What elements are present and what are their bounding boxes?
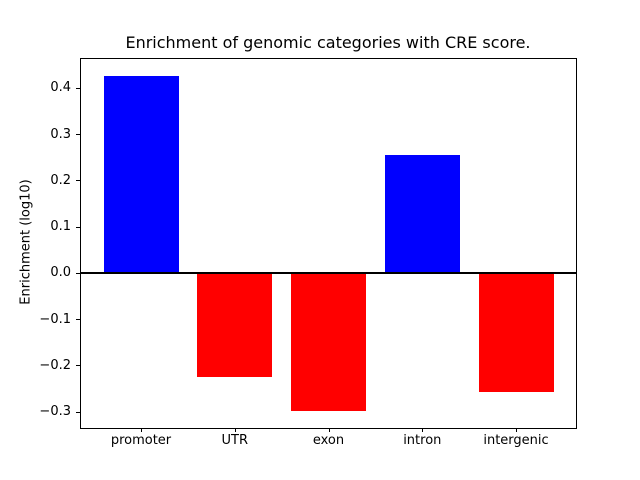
y-tick xyxy=(76,411,80,413)
y-tick xyxy=(76,134,80,135)
x-tick-label-intron: intron xyxy=(403,433,442,448)
x-tick xyxy=(422,428,424,432)
bar-intergenic xyxy=(478,273,554,393)
bar-UTR xyxy=(197,273,273,378)
y-tick-label: 0.3 xyxy=(50,126,71,142)
bar-exon xyxy=(291,273,366,412)
y-tick-label: −0.2 xyxy=(39,357,71,373)
y-tick-label: 0.1 xyxy=(50,219,71,235)
x-tick xyxy=(328,428,330,432)
x-tick-label-promoter: promoter xyxy=(110,433,172,448)
y-tick xyxy=(76,319,80,321)
y-tick xyxy=(76,272,80,274)
y-tick xyxy=(76,180,80,182)
x-tick-label-UTR: UTR xyxy=(221,433,249,448)
plot-area xyxy=(80,58,577,429)
zero-line xyxy=(81,272,576,275)
y-tick-label: −0.3 xyxy=(39,404,71,420)
x-tick xyxy=(141,428,142,432)
x-tick-label-intergenic: intergenic xyxy=(483,433,549,448)
x-tick xyxy=(234,428,236,432)
y-tick-label: 0.2 xyxy=(50,172,71,188)
y-tick xyxy=(76,87,80,89)
y-tick xyxy=(76,226,80,228)
y-tick-label: 0.4 xyxy=(50,80,71,96)
chart-title: Enrichment of genomic categories with CR… xyxy=(125,33,531,52)
bar-promoter xyxy=(103,75,179,274)
x-tick xyxy=(516,428,517,432)
bar-intron xyxy=(384,154,460,274)
y-tick xyxy=(76,365,80,367)
y-tick-label: 0.0 xyxy=(50,265,71,281)
x-tick-label-exon: exon xyxy=(312,433,345,448)
y-tick-label: −0.1 xyxy=(39,311,71,327)
y-axis-label-text: Enrichment (log10) xyxy=(18,179,34,305)
